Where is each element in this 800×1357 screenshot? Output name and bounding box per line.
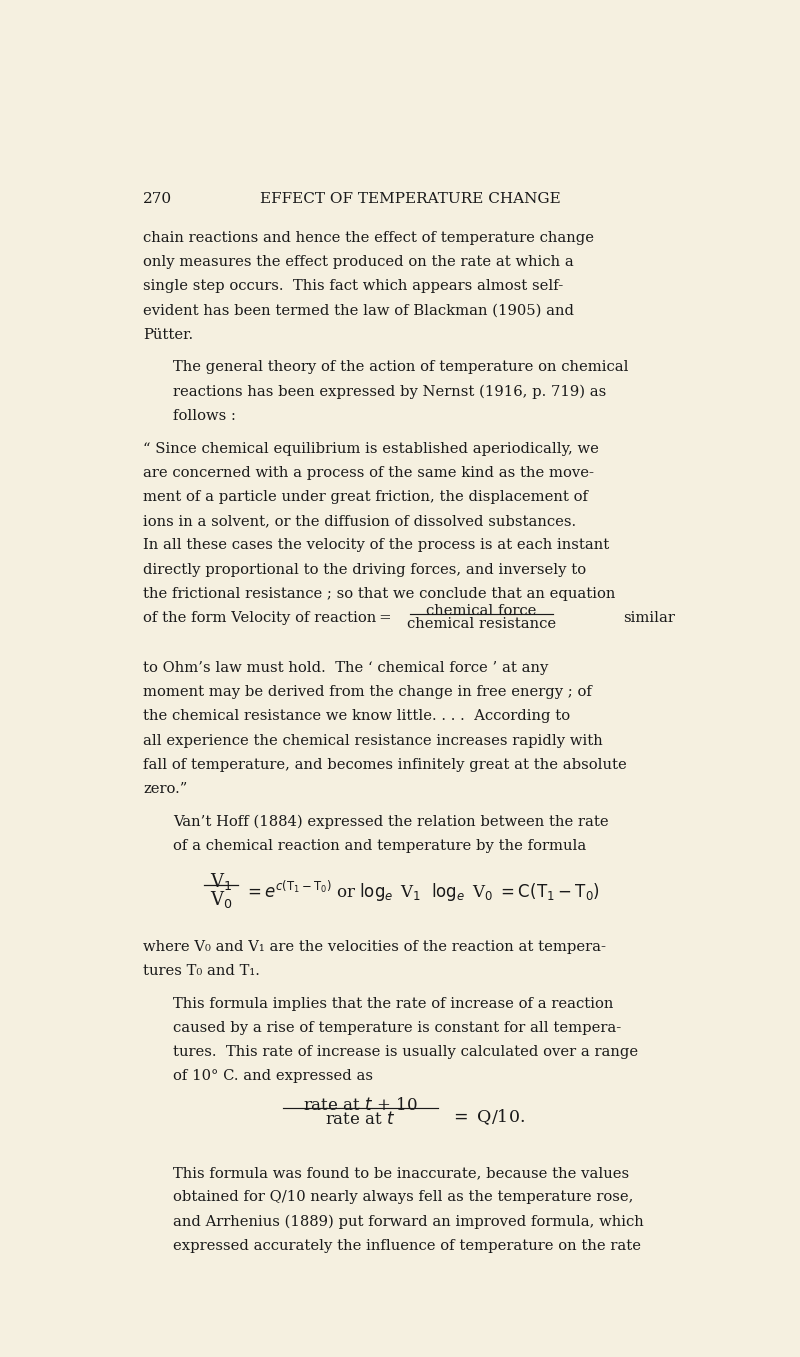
Text: $= e^{c(\mathrm{T_1}-\mathrm{T_0})}$: $= e^{c(\mathrm{T_1}-\mathrm{T_0})}$ [245, 881, 332, 902]
Text: “ Since chemical equilibrium is established aperiodically, we: “ Since chemical equilibrium is establis… [143, 441, 599, 456]
Text: similar: similar [623, 611, 675, 626]
Text: obtained for Q/10 nearly always fell as the temperature rose,: obtained for Q/10 nearly always fell as … [173, 1190, 634, 1205]
Text: tures.  This rate of increase is usually calculated over a range: tures. This rate of increase is usually … [173, 1045, 638, 1060]
Text: the frictional resistance ; so that we conclude that an equation: the frictional resistance ; so that we c… [143, 588, 616, 601]
Text: fall of temperature, and becomes infinitely great at the absolute: fall of temperature, and becomes infinit… [143, 757, 627, 772]
Text: Van’t Hoff (1884) expressed the relation between the rate: Van’t Hoff (1884) expressed the relation… [173, 814, 609, 829]
Text: The general theory of the action of temperature on chemical: The general theory of the action of temp… [173, 361, 629, 375]
Text: V$_1$: V$_1$ [210, 871, 232, 892]
Text: follows :: follows : [173, 408, 236, 423]
Text: single step occurs.  This fact which appears almost self-: single step occurs. This fact which appe… [143, 280, 564, 293]
Text: of 10° C. and expressed as: of 10° C. and expressed as [173, 1069, 373, 1083]
Text: of a chemical reaction and temperature by the formula: of a chemical reaction and temperature b… [173, 839, 586, 854]
Text: all experience the chemical resistance increases rapidly with: all experience the chemical resistance i… [143, 734, 603, 748]
Text: chemical resistance: chemical resistance [406, 617, 556, 631]
Text: This formula implies that the rate of increase of a reaction: This formula implies that the rate of in… [173, 996, 614, 1011]
Text: chain reactions and hence the effect of temperature change: chain reactions and hence the effect of … [143, 231, 594, 244]
Text: ment of a particle under great friction, the displacement of: ment of a particle under great friction,… [143, 490, 588, 503]
Text: caused by a rise of temperature is constant for all tempera-: caused by a rise of temperature is const… [173, 1020, 622, 1035]
Text: tures T₀ and T₁.: tures T₀ and T₁. [143, 963, 260, 978]
Text: and Arrhenius (1889) put forward an improved formula, which: and Arrhenius (1889) put forward an impr… [173, 1215, 644, 1229]
Text: $=$ Q/10.: $=$ Q/10. [450, 1107, 526, 1128]
Text: reactions has been expressed by Nernst (1916, p. 719) as: reactions has been expressed by Nernst (… [173, 384, 606, 399]
Text: In all these cases the velocity of the process is at each instant: In all these cases the velocity of the p… [143, 539, 610, 552]
Text: rate at $t$: rate at $t$ [325, 1111, 396, 1128]
Text: ions in a solvent, or the diffusion of dissolved substances.: ions in a solvent, or the diffusion of d… [143, 514, 577, 528]
Text: EFFECT OF TEMPERATURE CHANGE: EFFECT OF TEMPERATURE CHANGE [260, 193, 560, 206]
Text: or $\log_e$ V$_1$  $\log_e$ V$_0$ $= \mathrm{C(T_1 - T_0)}$: or $\log_e$ V$_1$ $\log_e$ V$_0$ $= \mat… [336, 881, 600, 902]
Text: zero.”: zero.” [143, 782, 188, 797]
Text: chemical force: chemical force [426, 604, 537, 617]
Text: expressed accurately the influence of temperature on the rate: expressed accurately the influence of te… [173, 1239, 641, 1253]
Text: of the form Velocity of reaction =: of the form Velocity of reaction = [143, 611, 392, 626]
Text: are concerned with a process of the same kind as the move-: are concerned with a process of the same… [143, 465, 594, 480]
Text: directly proportional to the driving forces, and inversely to: directly proportional to the driving for… [143, 563, 586, 577]
Text: 270: 270 [143, 193, 173, 206]
Text: Pütter.: Pütter. [143, 328, 194, 342]
Text: rate at $t$ + 10: rate at $t$ + 10 [303, 1098, 418, 1114]
Text: only measures the effect produced on the rate at which a: only measures the effect produced on the… [143, 255, 574, 269]
Text: moment may be derived from the change in free energy ; of: moment may be derived from the change in… [143, 685, 592, 699]
Text: the chemical resistance we know little. . . .  According to: the chemical resistance we know little. … [143, 710, 570, 723]
Text: This formula was found to be inaccurate, because the values: This formula was found to be inaccurate,… [173, 1166, 630, 1181]
Text: evident has been termed the law of Blackman (1905) and: evident has been termed the law of Black… [143, 304, 574, 318]
Text: V$_0$: V$_0$ [210, 889, 232, 911]
Text: to Ohm’s law must hold.  The ‘ chemical force ’ at any: to Ohm’s law must hold. The ‘ chemical f… [143, 661, 549, 674]
Text: where V₀ and V₁ are the velocities of the reaction at tempera-: where V₀ and V₁ are the velocities of th… [143, 940, 606, 954]
